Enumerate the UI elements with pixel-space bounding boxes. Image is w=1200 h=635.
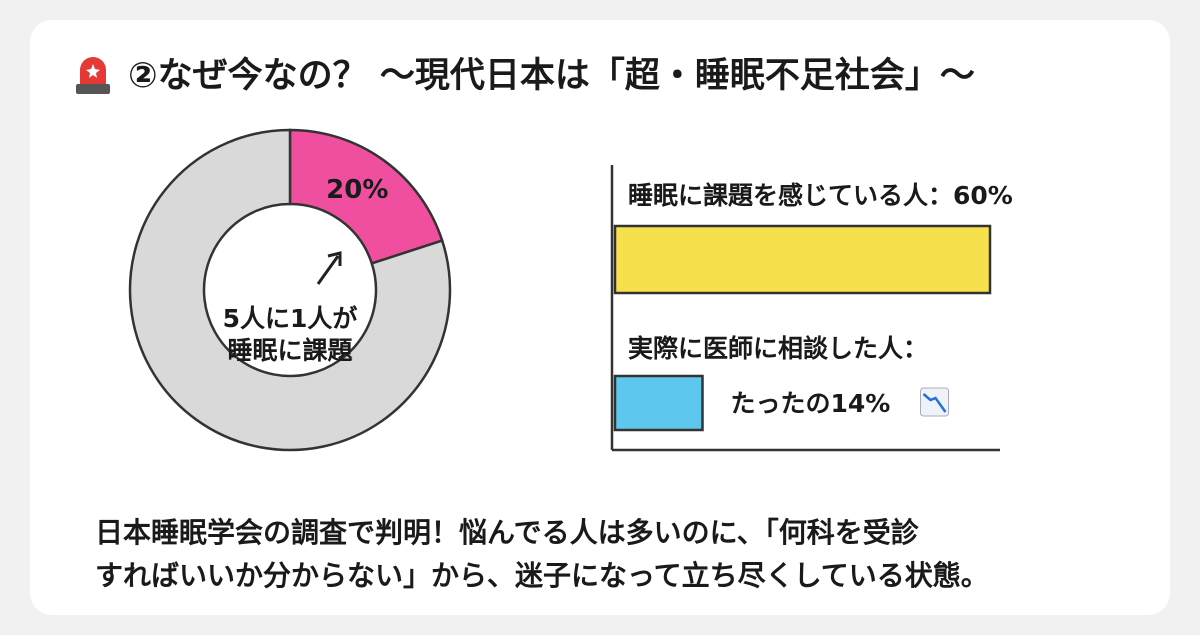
bar <box>613 374 704 432</box>
title: ②なぜ今なの？ ～現代日本は「超・睡眠不足社会」～ <box>128 56 975 96</box>
bar-value-label: たったの14% <box>731 389 891 418</box>
bar-value-label: 60% <box>953 181 1013 210</box>
arrow-head <box>327 251 342 266</box>
donut-center-text: 5人に1人が <box>223 304 358 333</box>
donut-slice <box>288 128 444 265</box>
bar-category: 実際に医師に相談した人： <box>628 334 928 363</box>
icon-line <box>922 393 947 413</box>
caption-line: 日本睡眠学会の調査で判明！悩んでる人は多いのに、「何科を受診 <box>95 516 920 549</box>
bar-label: 睡眠に課題を感じている人：60% <box>628 181 1013 210</box>
bar-label: 実際に医師に相談した人： <box>628 334 928 363</box>
bar-category: 睡眠に課題を感じている人： <box>628 181 953 210</box>
arrow <box>316 255 340 285</box>
caption-line: すればいいか分からない」から、迷子になって立ち尽くしている状態。 <box>95 559 989 592</box>
donut-slice <box>128 128 452 452</box>
icon-bg <box>920 387 949 417</box>
bar <box>613 224 992 295</box>
slice-label: 20% <box>326 175 388 205</box>
donut-center-text: 睡眠に課題 <box>227 336 353 365</box>
siren-icon <box>76 57 110 94</box>
trend-icon <box>920 387 949 417</box>
